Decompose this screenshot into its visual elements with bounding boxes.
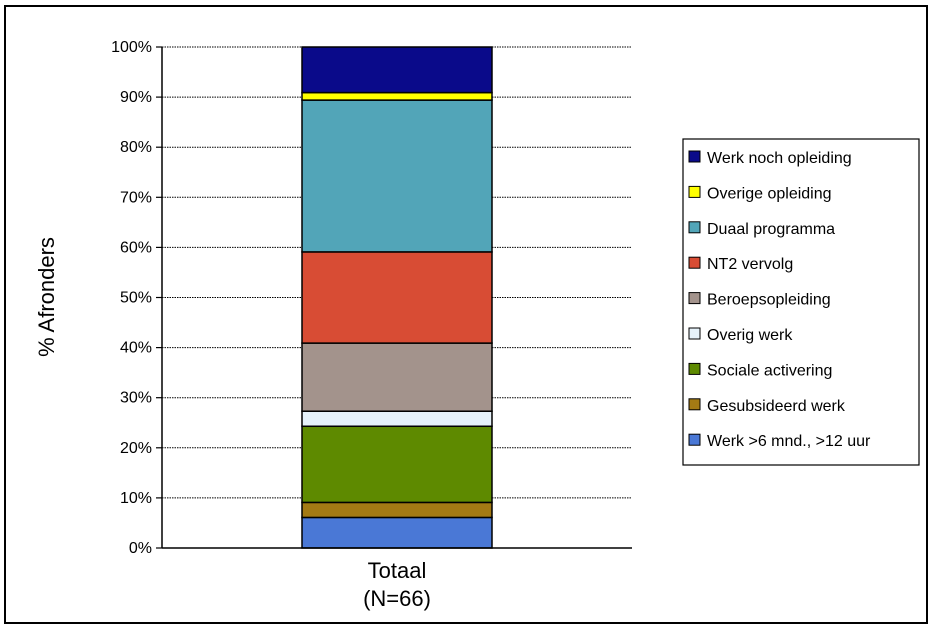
x-category-label: Totaal [368,558,427,583]
x-category-label: (N=66) [363,586,431,611]
bar-segment [301,251,493,344]
chart-frame: 0% 10% 20% 30% 40% 50% 60% 70% 80% 90% 100% % Afro… [4,5,928,624]
legend-entry-label: Overig werk [707,327,793,344]
x-axis-labels: Totaal (N=66) [363,558,431,611]
y-tick-label: 100% [111,39,152,56]
bar-segment [301,425,493,504]
legend-swatch [688,150,701,163]
legend-entry-label: Overige opleiding [707,185,832,202]
legend-entry-label: Werk noch opleiding [707,150,852,167]
y-axis-label: % Afronders [34,237,59,357]
stacked-bar-chart: 0% 10% 20% 30% 40% 50% 60% 70% 80% 90% 100% % Afro… [34,39,920,611]
y-tick-label: 70% [120,189,152,206]
legend-entry-label: Gesubsideerd werk [707,398,846,415]
y-axis-ticks: 0% 10% 20% 30% 40% 50% 60% 70% 80% 90% 100% [111,39,162,557]
legend-swatch [688,292,701,305]
bar-segment [301,410,493,428]
bar-segment [301,46,493,94]
bar-segment [301,516,493,549]
y-tick-label: 90% [120,89,152,106]
y-tick-label: 50% [120,290,152,307]
bars [301,46,493,549]
legend-entry-label: Sociale activering [707,362,832,379]
legend-box [682,138,920,466]
bar-segment [301,342,493,412]
legend-entry-label: Beroepsopleiding [707,292,831,309]
legend-entry-label: Duaal programma [707,221,835,238]
legend: Werk noch opleiding Overige opleiding Duaa… [682,138,920,466]
legend-swatch [688,221,701,234]
y-tick-label: 10% [120,490,152,507]
legend-swatch [688,327,701,340]
legend-swatch [688,256,701,269]
y-tick-label: 30% [120,390,152,407]
y-tick-label: 0% [129,540,152,557]
bar-segment [301,501,493,519]
y-tick-label: 60% [120,239,152,256]
legend-swatch [688,398,701,411]
y-tick-label: 20% [120,440,152,457]
legend-entry-label: Werk >6 mnd., >12 uur [707,433,871,450]
bar-segment [301,91,493,101]
legend-swatch [688,185,701,198]
y-tick-label: 40% [120,340,152,357]
legend-entry-label: NT2 vervolg [707,256,793,273]
legend-swatch [688,433,701,446]
legend-swatch [688,362,701,375]
bar-segment [301,99,493,253]
y-tick-label: 80% [120,139,152,156]
